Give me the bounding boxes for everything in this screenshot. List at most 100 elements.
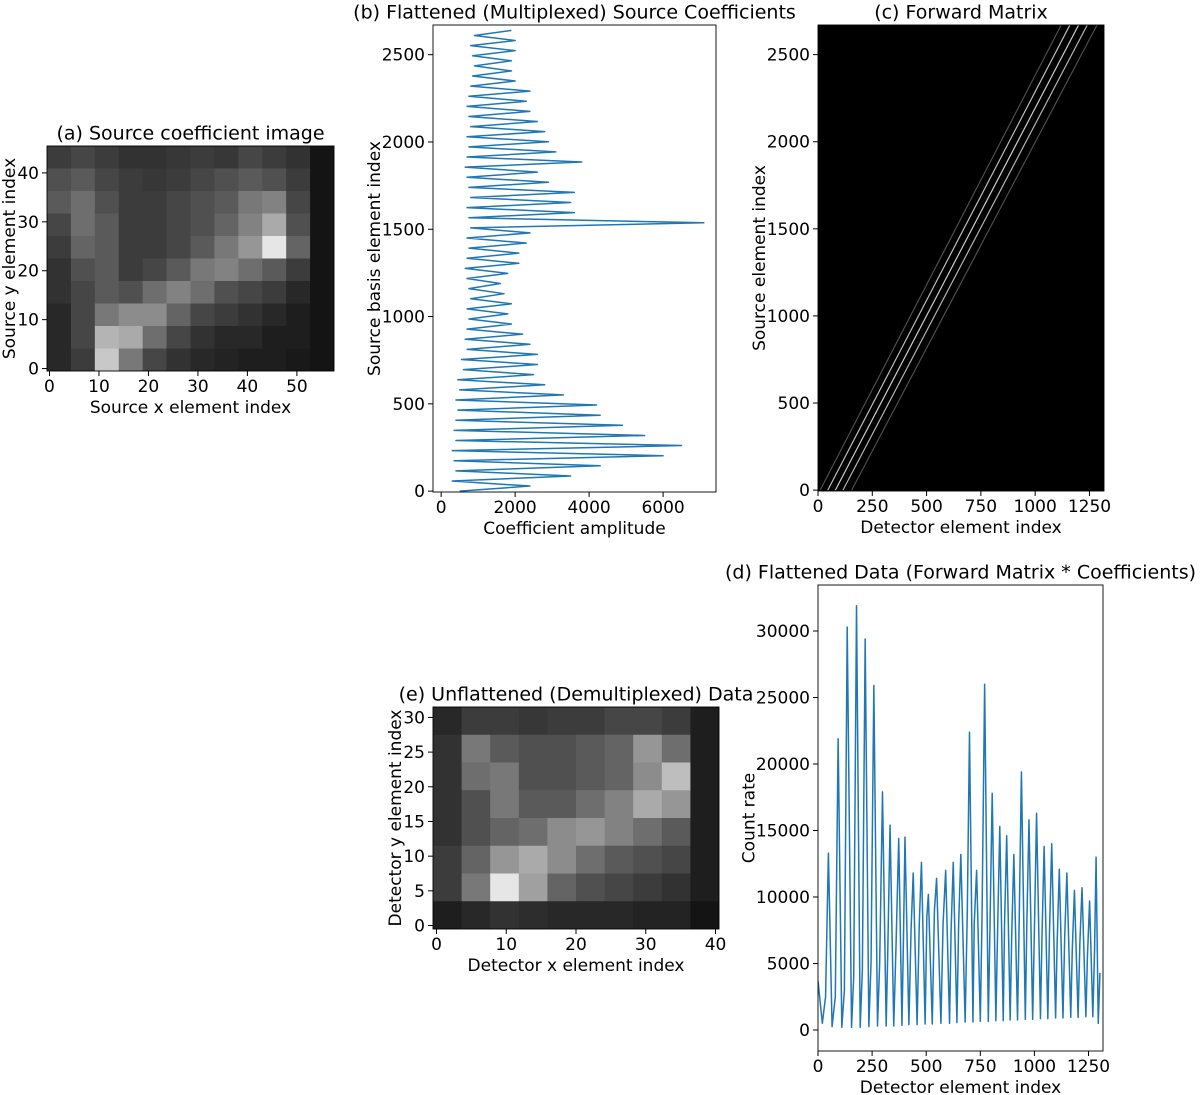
y-tick-label: 0 bbox=[414, 917, 425, 937]
y-tick-label: 25000 bbox=[756, 689, 810, 709]
y-axis-label: Source basis element index bbox=[365, 141, 385, 376]
heat-cell bbox=[661, 790, 691, 819]
heat-cell bbox=[661, 873, 691, 902]
heat-cell bbox=[238, 213, 263, 237]
y-tick-label: 20 bbox=[403, 778, 425, 798]
heat-cell bbox=[310, 326, 334, 349]
heat-cell bbox=[70, 258, 96, 282]
heat-cell bbox=[286, 303, 311, 327]
heat-cell bbox=[262, 326, 287, 349]
heat-cell bbox=[262, 236, 287, 259]
heat-cell bbox=[70, 281, 96, 304]
axes-frame bbox=[46, 145, 335, 372]
y-tick-label: 10 bbox=[17, 311, 39, 331]
plot-area bbox=[818, 25, 1104, 491]
y-tick-label: 30 bbox=[403, 708, 425, 728]
y-tick-label: 30 bbox=[17, 213, 39, 233]
heat-cell bbox=[70, 191, 96, 214]
heat-cell bbox=[690, 873, 719, 902]
heat-cell bbox=[433, 790, 463, 819]
heat-cell bbox=[633, 845, 663, 874]
heat-cell bbox=[94, 191, 120, 214]
x-tick-label: 750 bbox=[965, 497, 997, 517]
x-tick-label: 0 bbox=[813, 497, 824, 517]
heat-cell bbox=[310, 303, 334, 327]
y-tick-label: 0 bbox=[414, 482, 425, 502]
axes-frame bbox=[432, 24, 717, 493]
heat-cell bbox=[47, 258, 72, 282]
heat-cell bbox=[47, 213, 72, 237]
heat-cell bbox=[47, 303, 72, 327]
y-axis-label: Detector y element index bbox=[386, 710, 406, 927]
heat-cell bbox=[94, 258, 120, 282]
heat-cell bbox=[238, 191, 263, 214]
heat-cell bbox=[190, 146, 215, 169]
heat-cell bbox=[661, 845, 691, 874]
heat-cell bbox=[547, 873, 577, 902]
heat-cell bbox=[518, 762, 548, 791]
y-axis-label: Source element index bbox=[750, 165, 770, 351]
y-tick-label: 0 bbox=[799, 1021, 810, 1041]
heat-cell bbox=[576, 845, 606, 874]
heat-cell bbox=[286, 191, 311, 214]
heat-cell bbox=[214, 326, 239, 349]
heat-cell bbox=[547, 790, 577, 819]
x-tick-label: 40 bbox=[237, 377, 259, 397]
heat-cell bbox=[547, 762, 577, 791]
heat-cell bbox=[547, 707, 577, 736]
heat-cell bbox=[118, 258, 144, 282]
heat-cell bbox=[286, 213, 311, 237]
x-tick-label: 30 bbox=[187, 377, 209, 397]
plot-area bbox=[818, 605, 1101, 1029]
heat-cell bbox=[690, 818, 719, 847]
heat-cell bbox=[661, 707, 691, 736]
heat-cell bbox=[166, 236, 191, 259]
heat-cell bbox=[118, 326, 144, 349]
heat-cell bbox=[286, 348, 311, 371]
heat-cell bbox=[576, 901, 606, 929]
heat-cell bbox=[94, 326, 120, 349]
heat-cell bbox=[604, 707, 634, 736]
x-axis-label: Source x element index bbox=[90, 398, 291, 418]
x-tick-label: 0 bbox=[431, 935, 442, 955]
heat-cell bbox=[214, 348, 239, 371]
plot-area bbox=[47, 146, 334, 371]
heat-cell bbox=[490, 734, 520, 763]
x-axis-label: Detector element index bbox=[860, 1078, 1062, 1095]
x-tick-label: 500 bbox=[910, 497, 942, 517]
x-tick-label: 1250 bbox=[1068, 497, 1111, 517]
heat-cell bbox=[142, 281, 168, 304]
heat-cell bbox=[47, 236, 72, 259]
heat-cell bbox=[214, 213, 239, 237]
heat-cell bbox=[142, 326, 168, 349]
heat-cell bbox=[576, 707, 606, 736]
heat-cell bbox=[286, 168, 311, 192]
heat-cell bbox=[190, 303, 215, 327]
heat-cell bbox=[142, 168, 168, 192]
heat-cell bbox=[166, 213, 191, 237]
heat-cell bbox=[190, 348, 215, 371]
y-tick-label: 0 bbox=[799, 481, 810, 501]
x-axis-label: Detector x element index bbox=[468, 956, 685, 976]
y-tick-label: 20000 bbox=[756, 755, 810, 775]
heat-cell bbox=[661, 734, 691, 763]
heat-cell bbox=[70, 348, 96, 371]
heat-cell bbox=[576, 818, 606, 847]
heat-cell bbox=[310, 348, 334, 371]
heat-cell bbox=[70, 303, 96, 327]
heat-cell bbox=[118, 168, 144, 192]
heat-cell bbox=[70, 236, 96, 259]
x-tick-label: 750 bbox=[964, 1057, 996, 1077]
heat-cell bbox=[94, 236, 120, 259]
x-tick-label: 10 bbox=[88, 377, 110, 397]
heat-cell bbox=[633, 707, 663, 736]
heat-cell bbox=[214, 146, 239, 169]
x-tick-label: 0 bbox=[436, 498, 447, 518]
heat-cell bbox=[190, 168, 215, 192]
x-tick-label: 0 bbox=[44, 377, 55, 397]
x-tick-label: 50 bbox=[286, 377, 308, 397]
heat-cell bbox=[70, 168, 96, 192]
heat-cell bbox=[190, 236, 215, 259]
heat-cell bbox=[690, 707, 719, 736]
